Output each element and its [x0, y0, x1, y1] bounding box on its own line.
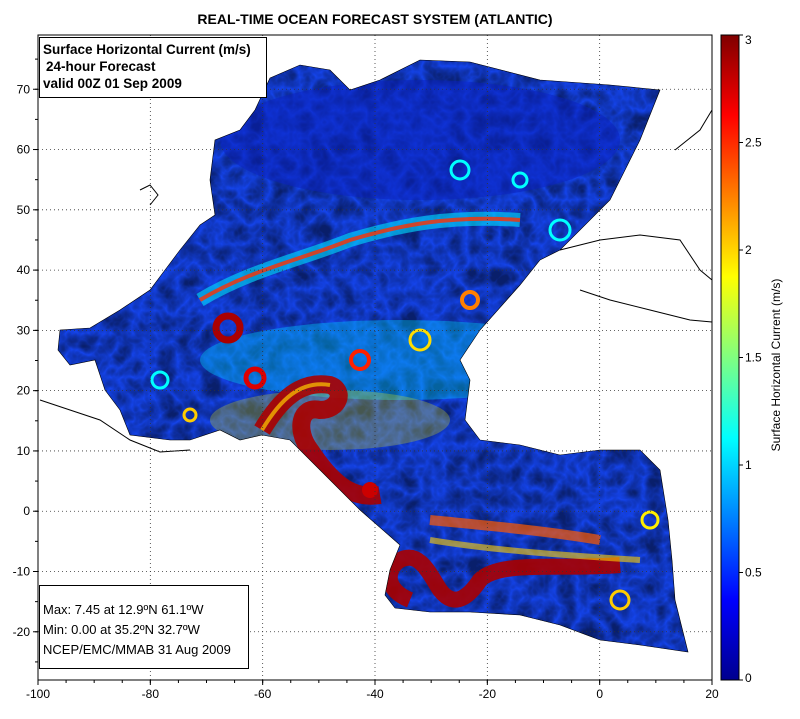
y-tick-label: -20 — [13, 625, 31, 639]
colorbar-tick-label: 0 — [745, 671, 752, 685]
stats-box: Max: 7.45 at 12.9ºN 61.1ºW Min: 0.00 at … — [39, 585, 249, 669]
x-tick-label: -60 — [254, 687, 272, 701]
colorbar-tick-label: 3 — [745, 33, 752, 47]
colorbar-label: Surface Horizontal Current (m/s) — [769, 278, 783, 452]
info-line-valid: valid 00Z 01 Sep 2009 — [43, 76, 182, 91]
stats-source: NCEP/EMC/MMAB 31 Aug 2009 — [43, 642, 231, 657]
y-tick-label: 30 — [17, 323, 31, 337]
y-tick-label: 20 — [17, 384, 31, 398]
info-line-forecast: 24-hour Forecast — [46, 59, 156, 74]
y-axis: 70 60 50 40 30 20 10 0 -10 -20 — [13, 58, 38, 663]
y-tick-label: 10 — [17, 444, 31, 458]
stats-max: Max: 7.45 at 12.9ºN 61.1ºW — [43, 602, 204, 617]
y-tick-label: 70 — [17, 82, 31, 96]
y-tick-label: -10 — [13, 564, 31, 578]
stats-min: Min: 0.00 at 35.2ºN 32.7ºW — [43, 622, 200, 637]
colorbar — [720, 34, 740, 681]
colorbar-tick-label: 1.5 — [745, 351, 762, 365]
info-box: Surface Horizontal Current (m/s) 24-hour… — [39, 37, 267, 98]
x-tick-label: -80 — [142, 687, 160, 701]
colorbar-tick-label: 2.5 — [745, 136, 762, 150]
ocean-current-field — [57, 59, 689, 653]
map-title: REAL-TIME OCEAN FORECAST SYSTEM (ATLANTI… — [197, 11, 552, 27]
y-tick-label: 0 — [23, 504, 30, 518]
x-tick-label: 20 — [705, 687, 719, 701]
info-line-variable: Surface Horizontal Current (m/s) — [43, 42, 251, 57]
x-tick-label: 0 — [596, 687, 603, 701]
x-tick-label: -40 — [366, 687, 384, 701]
y-tick-label: 50 — [17, 203, 31, 217]
x-tick-label: -100 — [26, 687, 50, 701]
colorbar-tick-label: 2 — [745, 243, 752, 257]
y-tick-label: 60 — [17, 143, 31, 157]
y-tick-label: 40 — [17, 263, 31, 277]
x-tick-label: -20 — [479, 687, 497, 701]
x-axis: -100 -80 -60 -40 -20 0 20 — [26, 680, 719, 701]
coastlines — [39, 109, 713, 453]
colorbar-tick-label: 1 — [745, 458, 752, 472]
colorbar-ticks: 0 0.5 1 1.5 2 2.5 3 — [739, 33, 762, 685]
colorbar-tick-label: 0.5 — [745, 566, 762, 580]
